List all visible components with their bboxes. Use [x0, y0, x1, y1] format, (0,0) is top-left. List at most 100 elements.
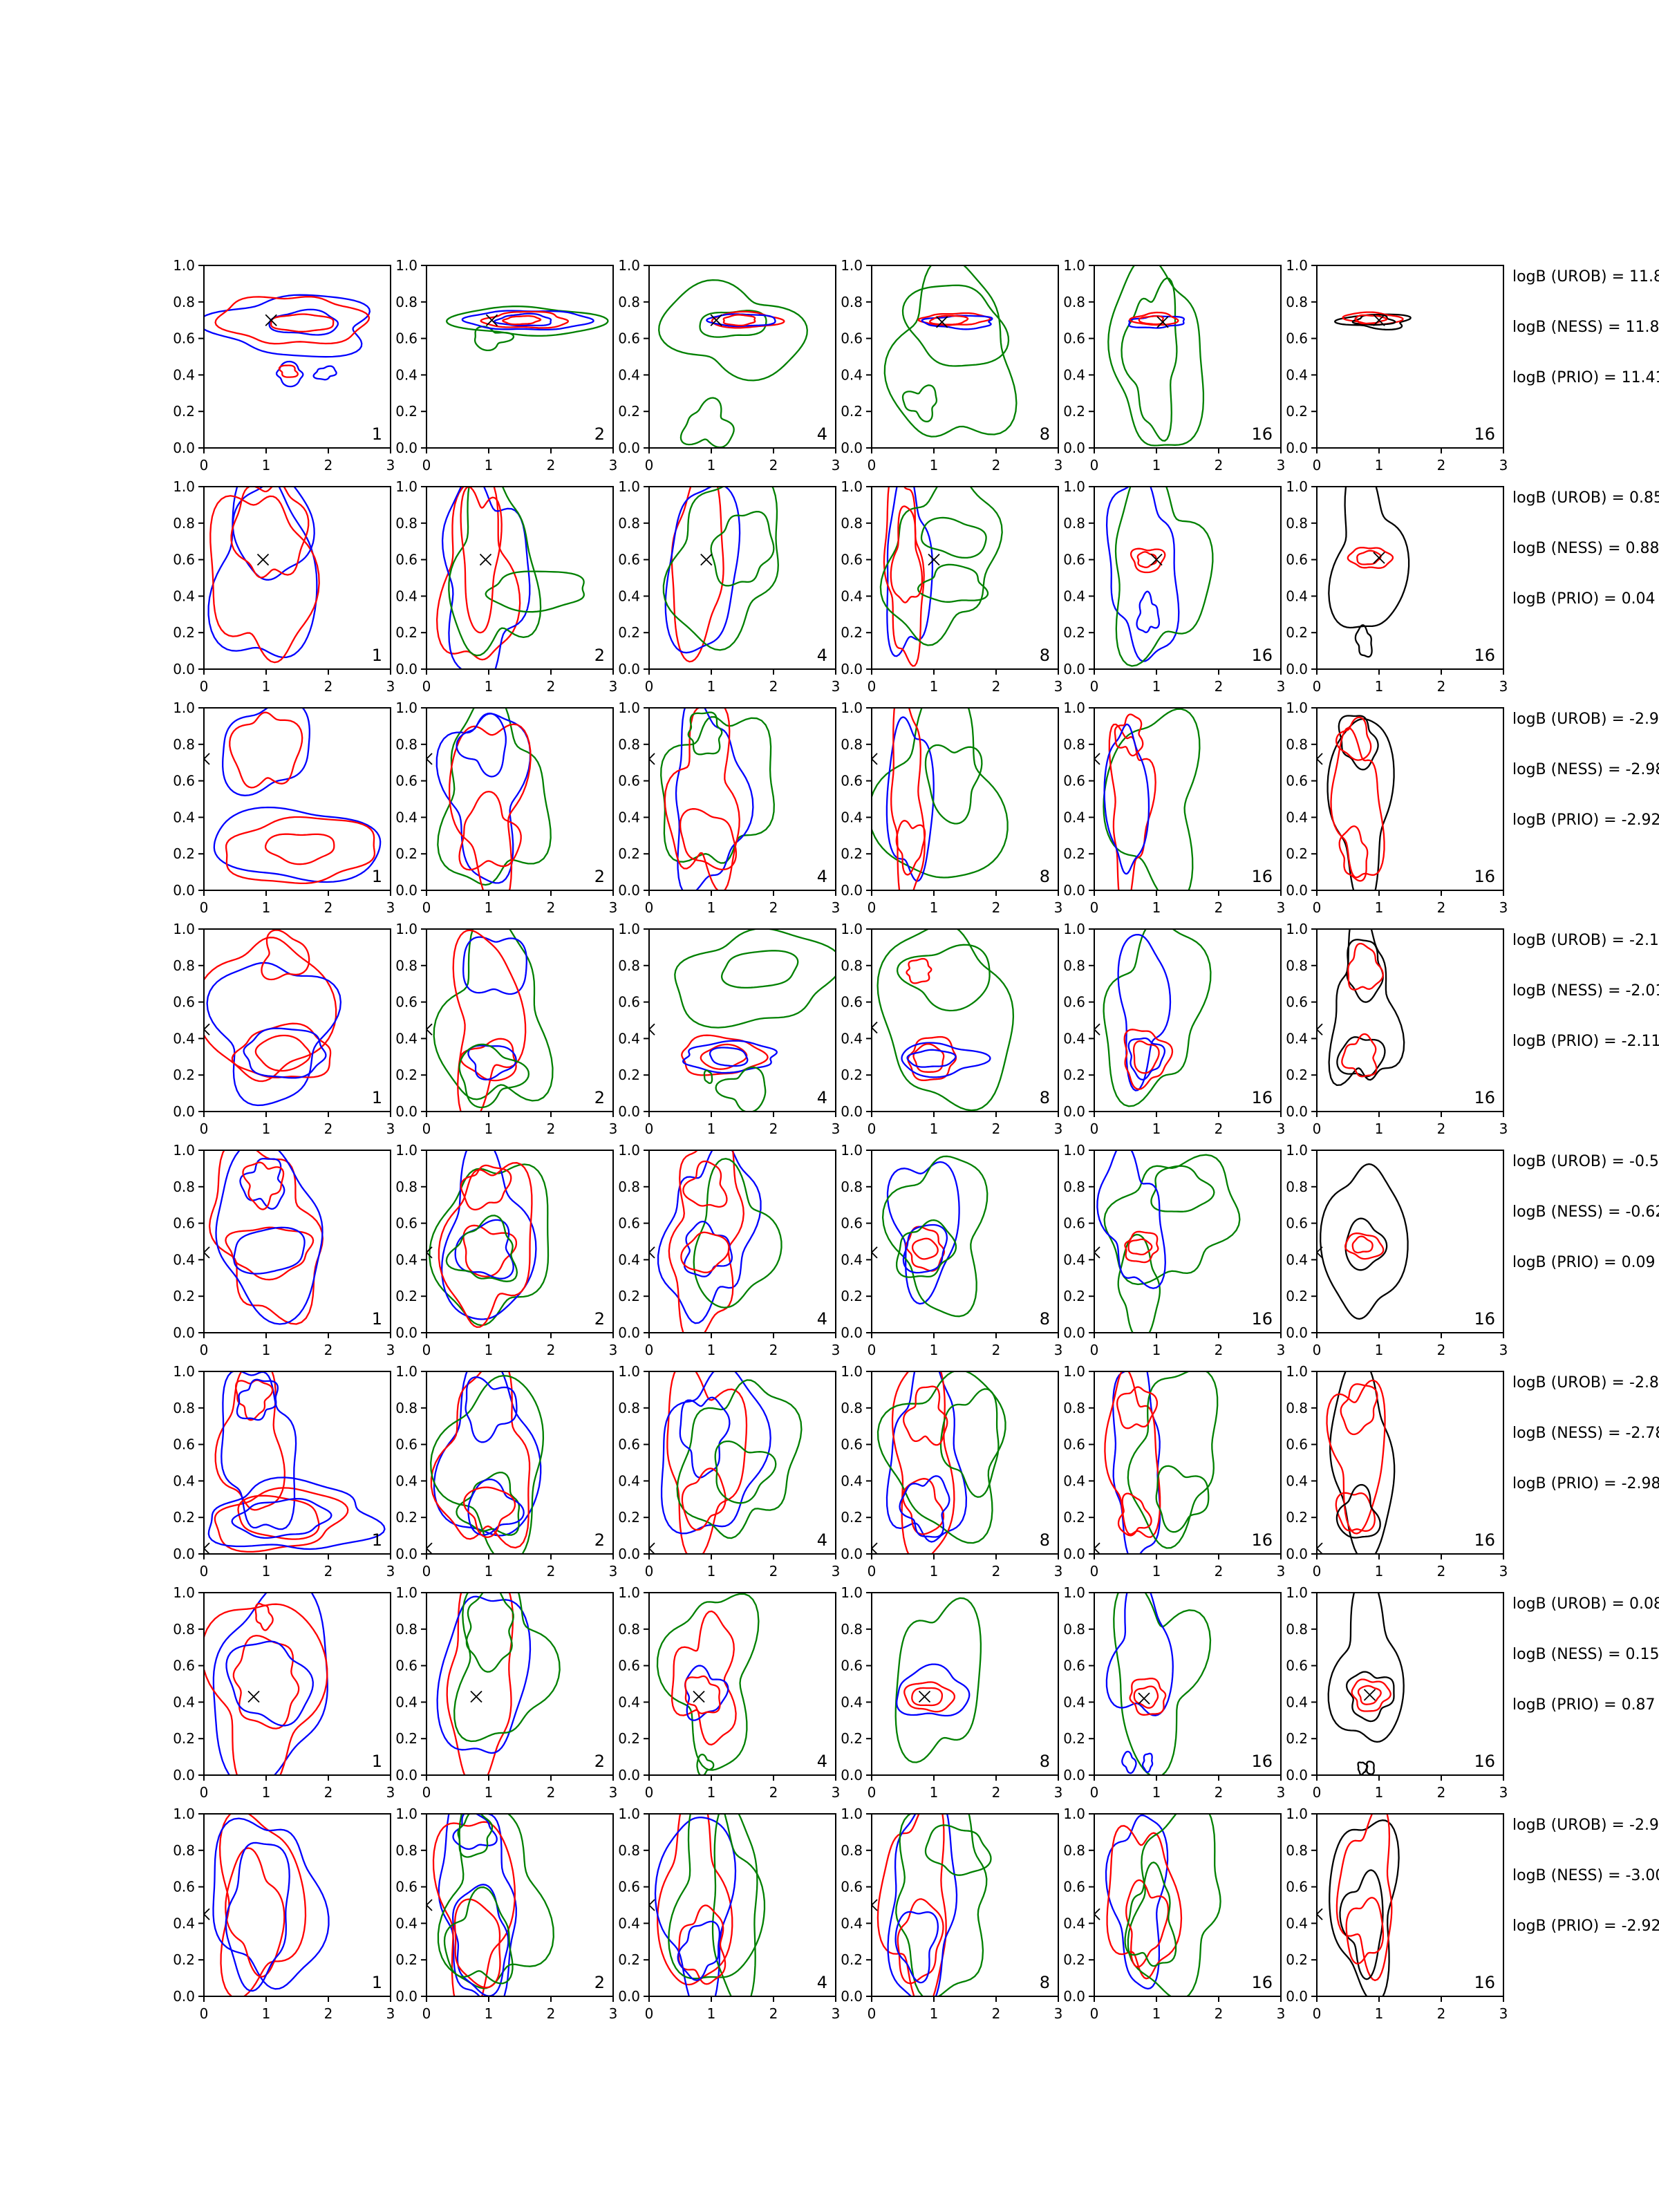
y-tick-label: 0.2	[1286, 845, 1308, 862]
y-tick-label: 0.8	[1063, 515, 1085, 532]
contour-panel: 0 1 2 3 0.0 0.2 0.4 0.6 0.8 1.0 8	[841, 1142, 1062, 1358]
panel-count-label: 2	[594, 1309, 605, 1329]
plot-border	[426, 928, 614, 1112]
x-tick-label: 1	[707, 2005, 716, 2022]
x-tick-label: 3	[1277, 1563, 1286, 1580]
contour-line-g	[1117, 1233, 1161, 1333]
plot-border	[203, 265, 391, 449]
contour-line-r	[902, 1385, 948, 1446]
y-tick-label: 0.8	[1063, 1621, 1085, 1638]
contour-line-b	[1103, 723, 1150, 875]
y-tick-label: 0.8	[841, 1179, 863, 1195]
y-tick-label: 0.0	[1286, 1767, 1308, 1783]
x-tick-label: 2	[1215, 1784, 1224, 1801]
contour-panel: 0 1 2 3 0.0 0.2 0.4 0.6 0.8 1.0 8	[841, 1806, 1062, 2022]
x-tick-label: 1	[930, 899, 939, 916]
contour-line-r	[1347, 546, 1394, 569]
panel-count-label: 2	[594, 1973, 605, 1992]
contour-line-g	[456, 1471, 521, 1536]
x-tick-label: 2	[547, 1563, 556, 1580]
contour-line-k	[1328, 929, 1405, 1087]
contour-line-r	[430, 1371, 531, 1549]
x-tick-label: 0	[1090, 899, 1099, 916]
contour-lines-group	[872, 708, 1009, 890]
y-tick-label: 0.2	[1286, 1951, 1308, 1968]
y-tick-label: 0.2	[395, 624, 418, 641]
y-tick-label: 1.0	[173, 700, 195, 716]
y-tick-label: 0.6	[395, 552, 418, 568]
contour-line-r	[1335, 1814, 1393, 1982]
contour-line-g	[1127, 1371, 1219, 1549]
panel-count-label: 4	[817, 1973, 827, 1992]
plot-border	[203, 707, 391, 891]
axis-ticks	[1311, 1813, 1504, 2002]
contour-panel: 0 1 2 30.00.20.40.60.81.02	[395, 257, 617, 474]
contour-line-r	[906, 957, 932, 984]
plot-border	[1316, 928, 1504, 1112]
contour-line-r	[254, 1034, 311, 1072]
contour-line-r	[1341, 1033, 1378, 1078]
x-tick-label: 3	[1054, 1784, 1063, 1801]
contour-panel: 0 1 2 3 0.0 0.2 0.4 0.6 0.8 1.0 4	[618, 1142, 840, 1358]
x-tick-label: 0	[200, 899, 209, 916]
axis-ticks	[1089, 265, 1282, 453]
x-tick-label: 1	[930, 1121, 939, 1137]
x-marker	[427, 753, 433, 765]
contour-line-r	[270, 313, 335, 332]
contour-panel: 0 1 2 30.00.20.40.60.81.02	[395, 1806, 617, 2022]
x-tick-label: 3	[609, 1784, 618, 1801]
contour-line-r	[446, 1593, 514, 1775]
contour-line-r	[1116, 1386, 1159, 1430]
contour-panel: 0 1 2 3 0.0 0.2 0.4 0.6 0.8 1.0 1	[173, 1806, 395, 2022]
contour-line-g	[879, 487, 1003, 646]
x-marker	[204, 753, 210, 765]
y-tick-label: 1.0	[618, 921, 640, 937]
x-tick-label: 1	[930, 1342, 939, 1358]
contour-line-r	[1129, 311, 1179, 326]
y-tick-label: 1.0	[1286, 257, 1308, 274]
y-tick-label: 0.0	[395, 661, 418, 677]
y-tick-label: 0.2	[173, 845, 195, 862]
contour-line-g	[465, 1593, 514, 1673]
y-tick-label: 0.8	[173, 515, 195, 532]
contour-lines-group	[204, 929, 342, 1107]
logb-stat-line: logB (UROB) = -2.10	[1512, 932, 1659, 949]
contour-line-r	[1347, 942, 1384, 991]
y-tick-label: 1.0	[1286, 1142, 1308, 1159]
x-marker	[1094, 753, 1100, 765]
plot-border	[203, 1371, 391, 1555]
y-tick-label: 0.8	[841, 1842, 863, 1859]
x-marker	[1150, 553, 1163, 566]
y-tick-label: 0.2	[841, 1288, 863, 1304]
y-tick-label: 0.6	[395, 330, 418, 347]
x-tick-label: 2	[1437, 1563, 1446, 1580]
y-tick-label: 1.0	[1286, 1363, 1308, 1380]
contour-lines-group	[1103, 929, 1212, 1107]
y-tick-label: 0.8	[1286, 1621, 1308, 1638]
contour-line-r	[679, 808, 738, 871]
contour-line-r	[1114, 713, 1144, 757]
y-tick-label: 1.0	[618, 1584, 640, 1601]
contour-line-r	[1357, 1685, 1382, 1705]
y-tick-label: 0.0	[841, 661, 863, 677]
contour-line-g	[901, 384, 938, 423]
contour-line-r	[1123, 1029, 1174, 1090]
contour-line-b	[660, 1371, 771, 1535]
y-tick-label: 0.8	[618, 1400, 640, 1416]
x-tick-label: 2	[1437, 1784, 1446, 1801]
contour-line-r	[912, 1043, 945, 1073]
contour-line-b	[465, 1376, 518, 1443]
contour-line-b	[206, 962, 342, 1107]
plot-border	[1094, 265, 1282, 449]
contour-line-b	[435, 713, 532, 884]
plot-border	[871, 265, 1059, 449]
contour-line-g	[895, 1814, 988, 1996]
plot-border	[648, 1371, 836, 1555]
contour-lines-group	[212, 1814, 330, 1996]
x-tick-label: 2	[992, 1563, 1001, 1580]
panel-count-label: 1	[372, 1752, 382, 1771]
contour-line-r	[903, 1681, 956, 1713]
y-tick-label: 0.6	[173, 1215, 195, 1232]
y-tick-label: 1.0	[395, 478, 418, 495]
contour-panel: 0 1 2 3 0.0 0.2 0.4 0.6 0.8 1.0 16	[1063, 1142, 1285, 1358]
